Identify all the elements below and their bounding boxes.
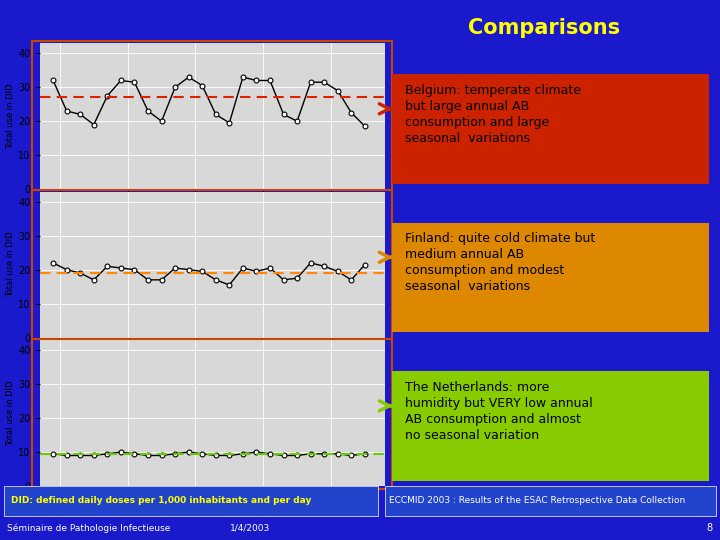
Y-axis label: Total use in DID: Total use in DID xyxy=(6,83,15,149)
Text: 8: 8 xyxy=(706,523,713,533)
Text: Belgium: temperate climate
but large annual AB
consumption and large
seasonal  v: Belgium: temperate climate but large ann… xyxy=(405,84,581,145)
Text: 1/4/2003: 1/4/2003 xyxy=(230,524,271,532)
Text: Comparisons: Comparisons xyxy=(467,18,620,38)
Text: ECCMID 2003 : Results of the ESAC Retrospective Data Collection: ECCMID 2003 : Results of the ESAC Retros… xyxy=(389,496,685,505)
Text: DID: defined daily doses per 1,000 inhabitants and per day: DID: defined daily doses per 1,000 inhab… xyxy=(11,496,311,505)
Text: Finland: quite cold climate but
medium annual AB
consumption and modest
seasonal: Finland: quite cold climate but medium a… xyxy=(405,232,595,293)
Text: The Netherlands: more
humidity but VERY low annual
AB consumption and almost
no : The Netherlands: more humidity but VERY … xyxy=(405,381,593,442)
Text: Séminaire de Pathologie Infectieuse: Séminaire de Pathologie Infectieuse xyxy=(7,523,171,533)
Y-axis label: Total use in DID: Total use in DID xyxy=(6,232,15,298)
Y-axis label: Total use in DID: Total use in DID xyxy=(6,380,15,446)
